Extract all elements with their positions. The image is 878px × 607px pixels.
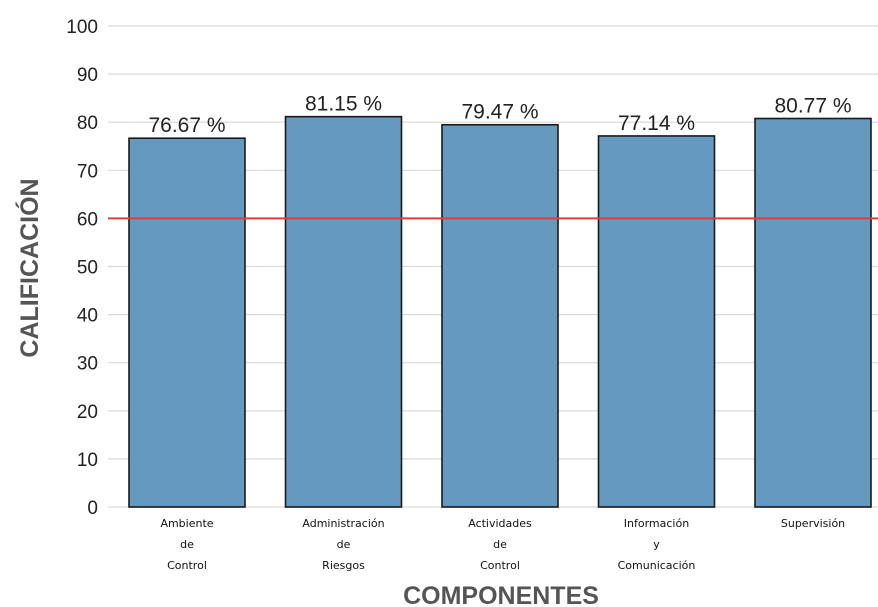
y-tick-label: 100	[66, 17, 98, 38]
category-label: Control	[167, 559, 207, 572]
category-label: Comunicación	[618, 559, 696, 572]
category-label: de	[337, 538, 351, 551]
data-label: 76.67 %	[148, 114, 225, 137]
data-label: 79.47 %	[461, 101, 538, 124]
category-label: de	[180, 538, 194, 551]
category-label: Administración	[302, 517, 384, 530]
category-label: Ambiente	[160, 517, 213, 530]
bars	[128, 115, 872, 508]
category-label: y	[653, 538, 660, 551]
y-tick-label: 80	[77, 113, 98, 134]
y-tick-label: 20	[77, 402, 98, 423]
bar	[754, 117, 872, 508]
y-tick-label: 0	[87, 498, 98, 519]
category-label: Riesgos	[322, 559, 365, 572]
data-label: 80.77 %	[774, 94, 851, 117]
bar	[597, 135, 716, 508]
y-tick-label: 90	[77, 65, 98, 86]
category-label: Información	[624, 517, 689, 530]
y-tick-label: 30	[77, 354, 98, 375]
y-tick-label: 70	[77, 161, 98, 182]
category-label: de	[493, 538, 507, 551]
category-labels: Ambiente de Control Administración de Riesgos…	[160, 517, 845, 572]
y-tick-label: 60	[77, 209, 98, 230]
y-tick-label: 50	[77, 258, 98, 279]
y-axis-title: CALIFICACIÓN	[14, 178, 44, 357]
x-axis-title: COMPONENTES	[403, 582, 599, 607]
data-label: 81.15 %	[305, 93, 382, 116]
data-label: 77.14 %	[618, 112, 695, 135]
y-tick-label: 40	[77, 306, 98, 327]
y-tick-label: 10	[77, 450, 98, 471]
bar	[441, 123, 559, 508]
bar	[284, 115, 403, 508]
y-tick-labels: 0 10 20 30 40 50 60 70 80 90 100	[66, 17, 98, 519]
bar	[128, 137, 246, 508]
category-label: Supervisión	[781, 517, 845, 530]
category-label: Actividades	[468, 517, 532, 530]
category-label: Control	[480, 559, 520, 572]
data-labels: 76.67 % 81.15 % 79.47 % 77.14 % 80.77 %	[148, 93, 851, 138]
